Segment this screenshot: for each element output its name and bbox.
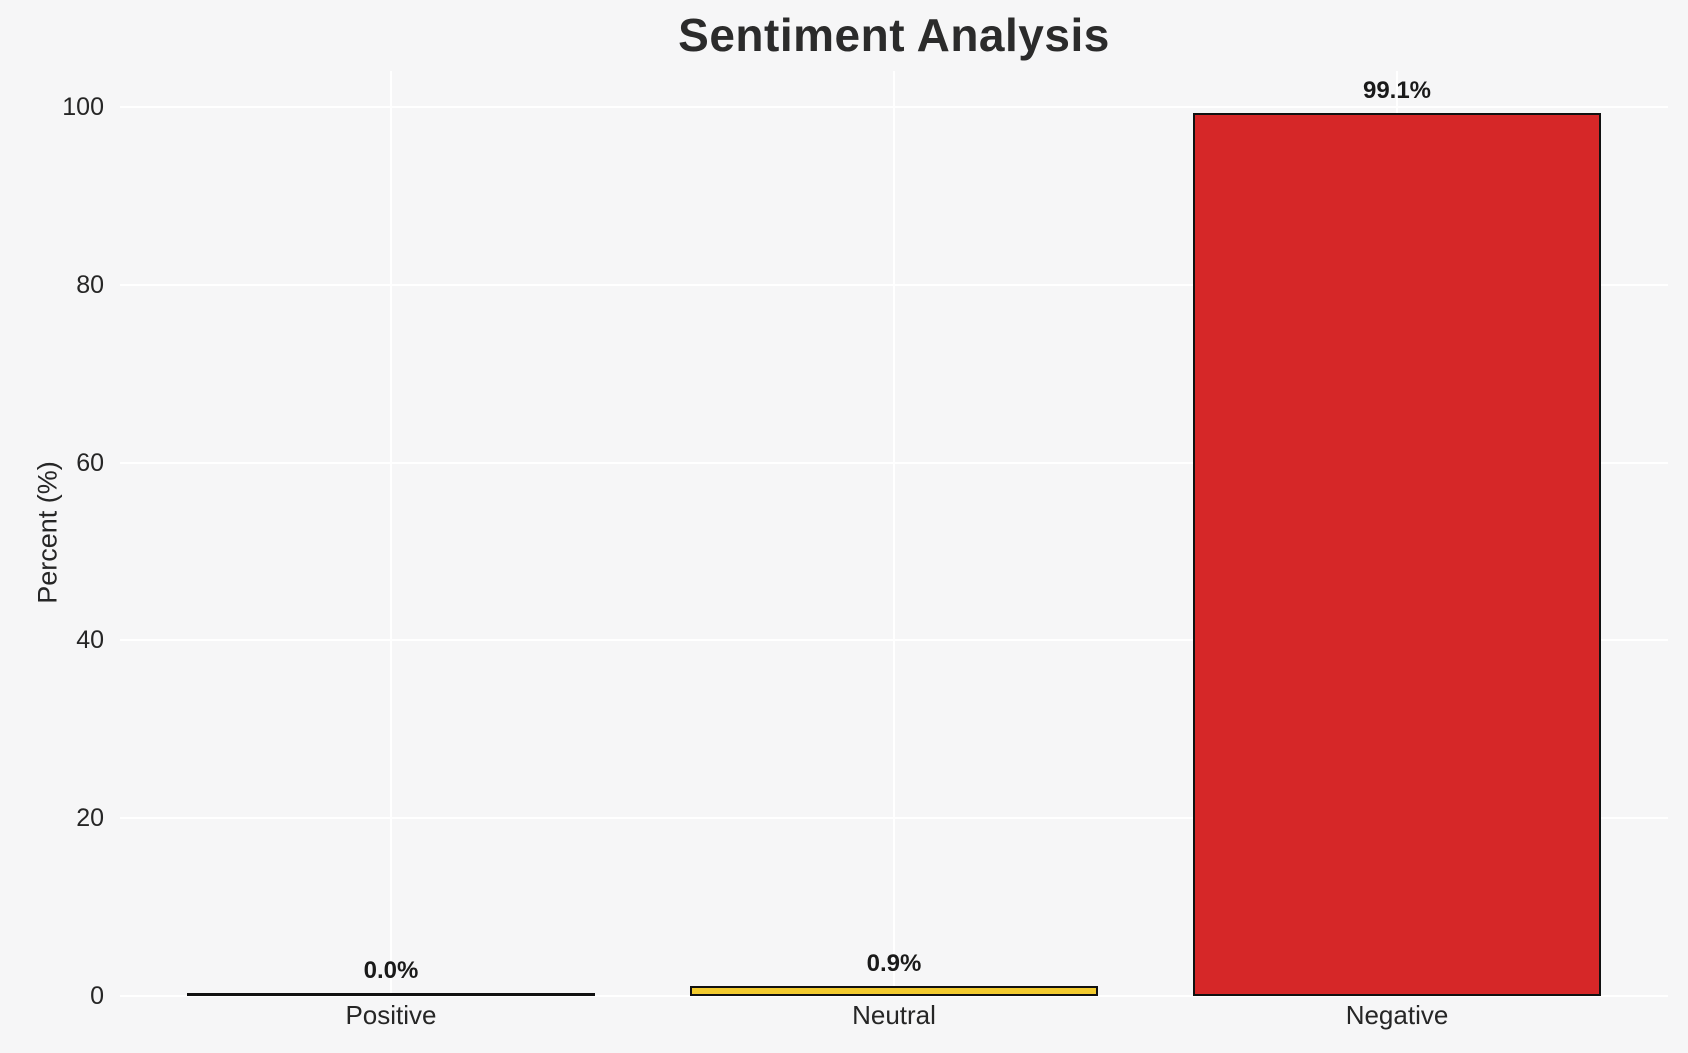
h-gridline-0 — [120, 995, 1668, 997]
bar-negative — [1193, 113, 1601, 996]
y-tick-label-0: 0 — [90, 982, 104, 1010]
bar-value-label-negative: 99.1% — [1362, 77, 1432, 104]
y-tick-label-80: 80 — [76, 271, 104, 299]
x-tick-label-neutral: Neutral — [852, 1000, 936, 1030]
x-tick-label-positive: Positive — [345, 1000, 437, 1030]
y-tick-label-100: 100 — [62, 93, 104, 121]
bar-value-label-neutral: 0.9% — [866, 950, 922, 977]
chart-title: Sentiment Analysis — [678, 9, 1110, 61]
bar-neutral — [690, 986, 1098, 996]
v-gridline-neutral — [893, 71, 895, 996]
bar-positive — [187, 993, 595, 996]
v-gridline-positive — [390, 71, 392, 996]
x-tick-label-negative: Negative — [1345, 1000, 1449, 1030]
y-tick-label-60: 60 — [76, 449, 104, 477]
bar-value-label-positive: 0.0% — [363, 957, 419, 984]
y-tick-label-20: 20 — [76, 804, 104, 832]
y-tick-label-40: 40 — [76, 626, 104, 654]
